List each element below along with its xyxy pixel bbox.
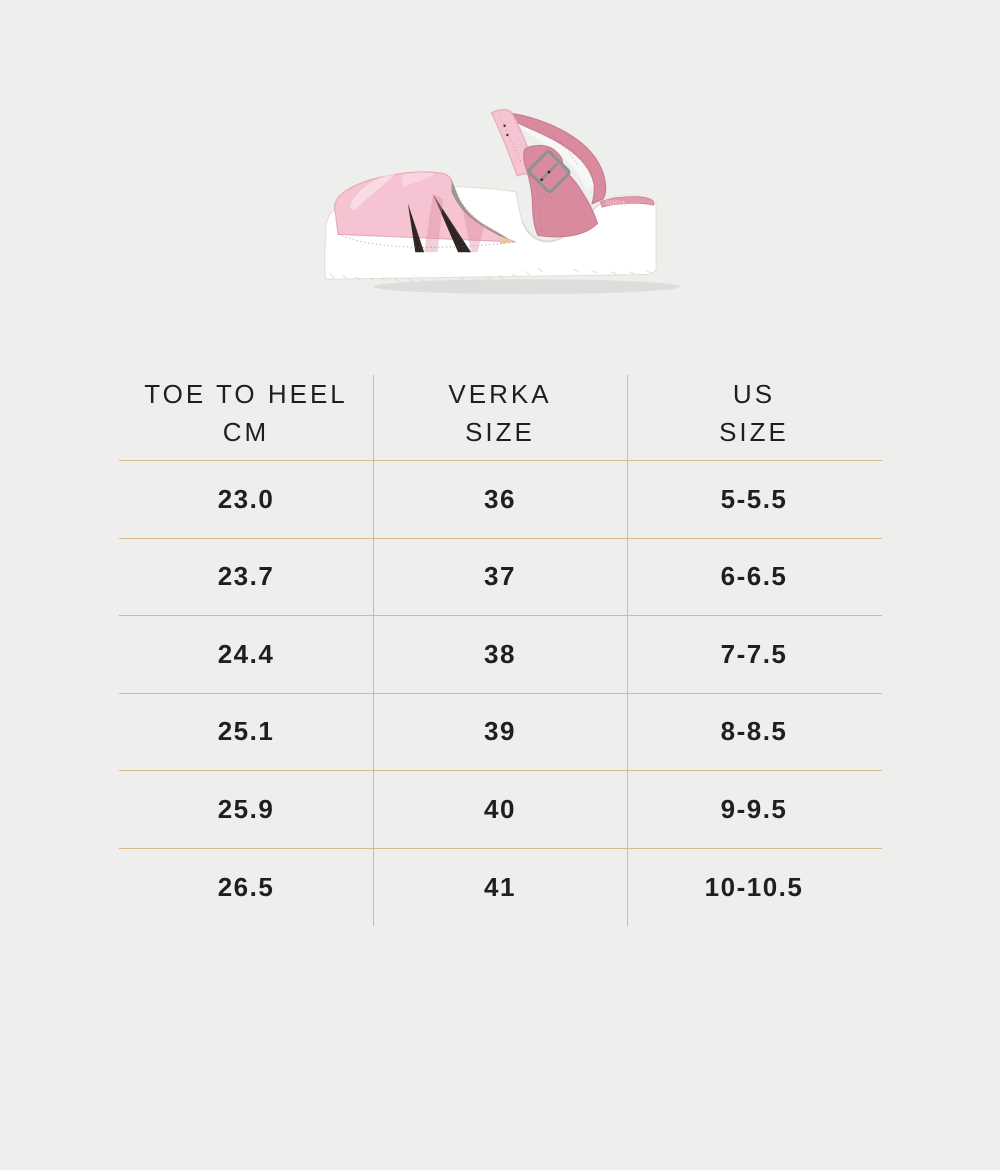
svg-text:SOFIA: SOFIA (605, 200, 626, 208)
